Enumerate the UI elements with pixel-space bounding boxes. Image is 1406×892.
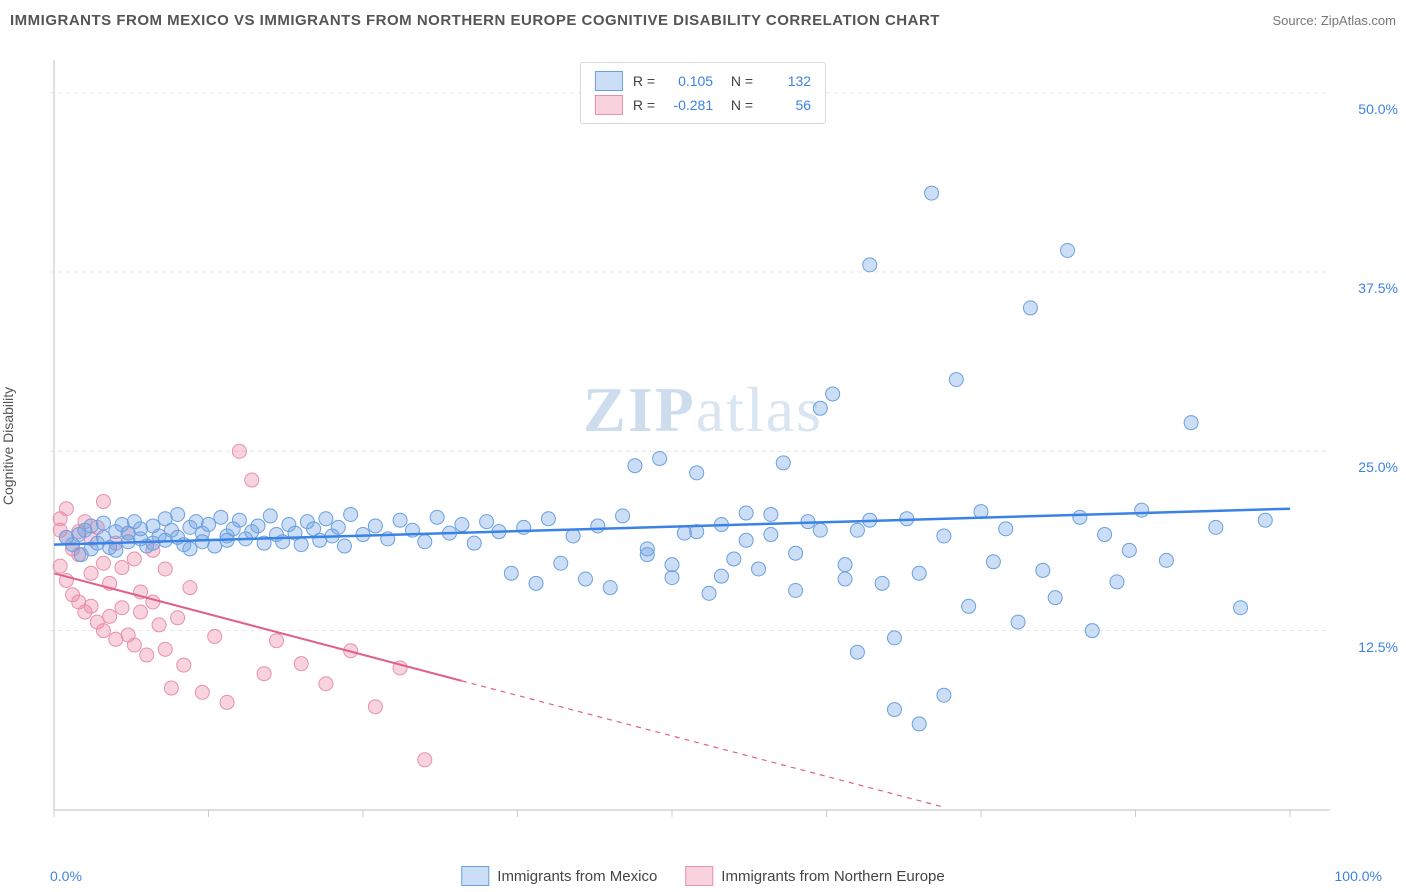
y-axis-label: Cognitive Disability: [0, 387, 16, 505]
n-value-nordic: 56: [763, 97, 811, 113]
n-label: N =: [723, 73, 753, 89]
swatch-nordic-icon: [685, 866, 713, 886]
legend-item-nordic: Immigrants from Northern Europe: [685, 866, 944, 886]
source-attribution: Source: ZipAtlas.com: [1272, 13, 1396, 28]
stats-row-nordic: R = -0.281 N = 56: [595, 93, 811, 117]
swatch-mexico-icon: [461, 866, 489, 886]
r-value-mexico: 0.105: [665, 73, 713, 89]
chart-title: IMMIGRANTS FROM MEXICO VS IMMIGRANTS FRO…: [10, 12, 940, 29]
legend-label-nordic: Immigrants from Northern Europe: [721, 868, 944, 885]
source-prefix: Source:: [1272, 13, 1320, 28]
y-tick-label: 50.0%: [1358, 101, 1398, 117]
legend-label-mexico: Immigrants from Mexico: [497, 868, 657, 885]
r-label: R =: [633, 73, 655, 89]
y-tick-label: 25.0%: [1358, 459, 1398, 475]
stats-row-mexico: R = 0.105 N = 132: [595, 69, 811, 93]
source-link[interactable]: ZipAtlas.com: [1321, 13, 1396, 28]
plot-svg: [50, 60, 1330, 840]
n-label: N =: [723, 97, 753, 113]
r-value-nordic: -0.281: [665, 97, 713, 113]
n-value-mexico: 132: [763, 73, 811, 89]
swatch-nordic: [595, 95, 623, 115]
series-legend: Immigrants from Mexico Immigrants from N…: [461, 866, 944, 886]
x-tick-max: 100.0%: [1335, 868, 1382, 884]
y-tick-label: 12.5%: [1358, 639, 1398, 655]
x-tick-min: 0.0%: [50, 868, 82, 884]
y-tick-label: 37.5%: [1358, 280, 1398, 296]
stats-legend: R = 0.105 N = 132 R = -0.281 N = 56: [580, 62, 826, 124]
r-label: R =: [633, 97, 655, 113]
scatter-plot: [50, 60, 1330, 840]
swatch-mexico: [595, 71, 623, 91]
legend-item-mexico: Immigrants from Mexico: [461, 866, 657, 886]
